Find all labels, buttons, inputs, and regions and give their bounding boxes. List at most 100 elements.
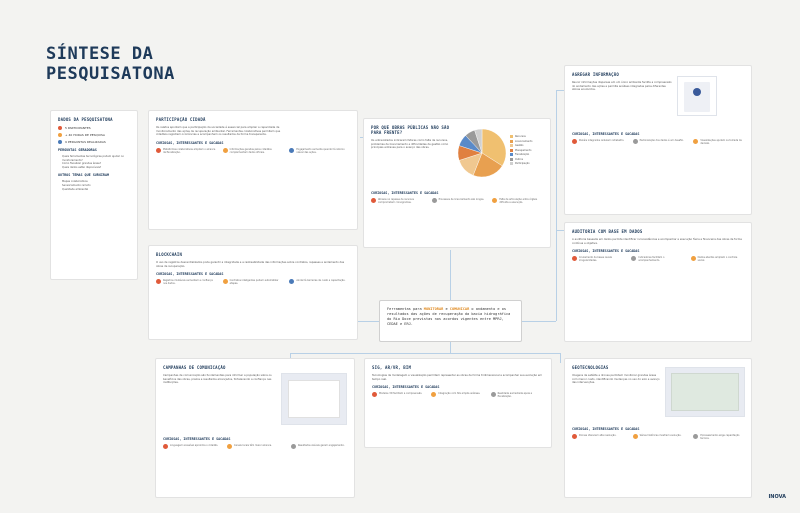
- bullet-dot: [58, 140, 62, 144]
- note-dot: [492, 198, 498, 203]
- legend-swatch: [510, 144, 513, 147]
- legend-label: Recursos: [515, 135, 526, 138]
- participants-item: + 40 HORAS DE PESQUISA: [58, 133, 130, 137]
- central-challenge-card: Ferramentas para MONITORAR e COMUNICAR o…: [379, 300, 522, 342]
- legend-item: Participação: [510, 162, 550, 165]
- aggregate-sub-title: CURIOSAS, INTERESSANTES E SACADAS: [572, 132, 640, 136]
- note-dot: [490, 392, 496, 398]
- connector-line: [556, 90, 564, 91]
- connector-line: [450, 250, 451, 300]
- topic-item: Qualidade ambiental: [62, 187, 89, 191]
- campaign-image: [281, 373, 347, 425]
- legend-label: Fiscalização: [515, 153, 530, 156]
- note-dot: [693, 139, 699, 144]
- note-dot: [631, 256, 637, 262]
- pie-note: Processos de licenciamento são longos.: [431, 198, 487, 204]
- note-dot: [163, 444, 168, 449]
- participants-card: DADOS DA PESQUISATONA 5 PARTICIPANTES + …: [50, 110, 138, 280]
- audit-card: AUDITORIA COM BASE EM DADOS A auditoria …: [564, 222, 752, 342]
- citizen-title: PARTICIPAÇÃO CIDADÃ: [156, 117, 206, 122]
- geo-text: Imagens de satélite e drones permitem mo…: [572, 374, 660, 385]
- blockchain-text: O uso de registros descentralizados pode…: [156, 261, 345, 268]
- geo-note: Séries históricas mostram evolução.: [632, 434, 688, 440]
- geo-note: Drones oferecem alta resolução.: [572, 434, 627, 440]
- participants-item: 5 PARTICIPANTES: [58, 126, 130, 130]
- legend-item: Licenciamento: [510, 139, 550, 143]
- participants-title: DADOS DA PESQUISATONA: [58, 117, 113, 122]
- pie-slice: [474, 128, 483, 154]
- note-dot: [572, 139, 577, 144]
- connector-line: [522, 321, 556, 322]
- pie-slice: [472, 152, 503, 178]
- legend-item: Fiscalização: [510, 153, 550, 156]
- legend-item: Recursos: [510, 135, 550, 138]
- blockchain-card: BLOCKCHAIN O uso de registros descentral…: [148, 245, 358, 340]
- aggregate-note: Visualizações ajudam na tomada de decisã…: [693, 139, 748, 145]
- note-dot: [431, 392, 437, 398]
- pie-note: Atrasos no repasse de recursos compromet…: [371, 198, 426, 204]
- citizen-note: Informações geradas pelos cidadãos compl…: [222, 147, 284, 154]
- citizen-card: PARTICIPAÇÃO CIDADÃ Os relatos apontam q…: [148, 110, 358, 230]
- legend-label: Gestão: [515, 144, 524, 147]
- note-dot: [289, 147, 295, 153]
- question-item: Quais dados estão disponíveis?: [62, 165, 102, 169]
- note-dot: [291, 444, 296, 449]
- aggregate-note: Padronização dos dados é um desafio.: [632, 139, 688, 145]
- pie-title: POR QUE OBRAS PÚBLICAS NÃO SÃO PARA FREN…: [371, 125, 450, 135]
- bim-note: Realidade aumentada apoia a fiscalização…: [490, 392, 544, 398]
- blockchain-note: Registros imutáveis aumentam a confiança…: [156, 279, 217, 285]
- legend-item: Gestão: [510, 144, 550, 147]
- geotech-card: GEOTECNOLOGIAS Imagens de satélite e dro…: [564, 358, 752, 498]
- questions-title: PERGUNTAS GERADORAS: [58, 148, 97, 152]
- connector-line: [450, 342, 451, 354]
- topic-item: Sensoriamento remoto: [62, 183, 91, 187]
- geo-note: Processamento exige capacitação técnica.: [693, 434, 748, 440]
- connector-line: [560, 353, 561, 363]
- note-dot: [572, 434, 577, 439]
- citizen-text: Os relatos apontam que a participação da…: [156, 126, 281, 137]
- legend-swatch: [510, 162, 513, 165]
- campaign-sub-title: CURIOSAS, INTERESSANTES E SACADAS: [163, 437, 231, 441]
- geo-map-image: [665, 367, 745, 417]
- note-dot: [371, 198, 376, 203]
- pie-card: POR QUE OBRAS PÚBLICAS NÃO SÃO PARA FREN…: [363, 118, 551, 248]
- legend-item: Planejamento: [510, 148, 550, 152]
- connector-line: [556, 230, 564, 231]
- bim-text: Tecnologias de modelagem e visualização …: [372, 374, 542, 381]
- bullet-dot: [58, 126, 62, 130]
- legend-label: Licenciamento: [515, 139, 533, 143]
- audit-title: AUDITORIA COM BASE EM DADOS: [572, 229, 643, 234]
- participants-item: 9 PERGUNTAS REALIZADAS: [58, 140, 130, 144]
- legend-label: Outros: [515, 157, 523, 161]
- audit-text: A auditoria baseada em dados permite ide…: [572, 238, 742, 245]
- bullet-dot: [58, 133, 62, 137]
- note-dot: [693, 434, 699, 439]
- aggregate-text: Reunir informações dispersas em um único…: [572, 81, 672, 92]
- note-dot: [222, 147, 228, 153]
- blockchain-title: BLOCKCHAIN: [156, 252, 183, 257]
- legend-swatch: [510, 153, 513, 156]
- audit-note: Cruzamento de bases revela irregularidad…: [572, 256, 625, 262]
- page-title: SÍNTESE DA PESQUISATONA: [46, 44, 175, 84]
- legend-label: Planejamento: [515, 148, 532, 152]
- monitor-highlight: MONITORAR: [423, 307, 444, 311]
- campaign-note: Linguagem acessível aproxima o cidadão.: [163, 444, 221, 449]
- citizen-note: Plataformas colaborativas ampliam o alca…: [156, 147, 217, 154]
- note-dot: [372, 392, 377, 398]
- pie-chart: [457, 128, 507, 178]
- campaign-card: CAMPANHAS DE COMUNICAÇÃO Campanhas de co…: [155, 358, 355, 498]
- blockchain-note: Contratos inteligentes podem automatizar…: [222, 279, 284, 285]
- note-dot: [632, 139, 638, 144]
- topic-item: Mapas colaborativos: [62, 180, 88, 184]
- legend-swatch: [510, 148, 513, 152]
- other-topics-title: OUTROS TEMAS QUE SURGIRAM: [58, 173, 110, 178]
- audit-note: Dados abertos ampliam o controle social.: [690, 256, 744, 262]
- campaign-title: CAMPANHAS DE COMUNICAÇÃO: [163, 365, 226, 370]
- legend-item: Outros: [510, 157, 550, 161]
- legend-label: Participação: [515, 162, 530, 165]
- campaign-text: Campanhas de comunicação são fundamentai…: [163, 374, 272, 385]
- pie-legend: Recursos Licenciamento Gestão Planejamento F…: [510, 135, 550, 167]
- audit-sub-title: CURIOSAS, INTERESSANTES E SACADAS: [572, 249, 640, 254]
- aggregate-note: Painéis integrados reduzem retrabalho.: [572, 139, 627, 145]
- pie-sub-title: CURIOSAS, INTERESSANTES E SACADAS: [371, 191, 439, 195]
